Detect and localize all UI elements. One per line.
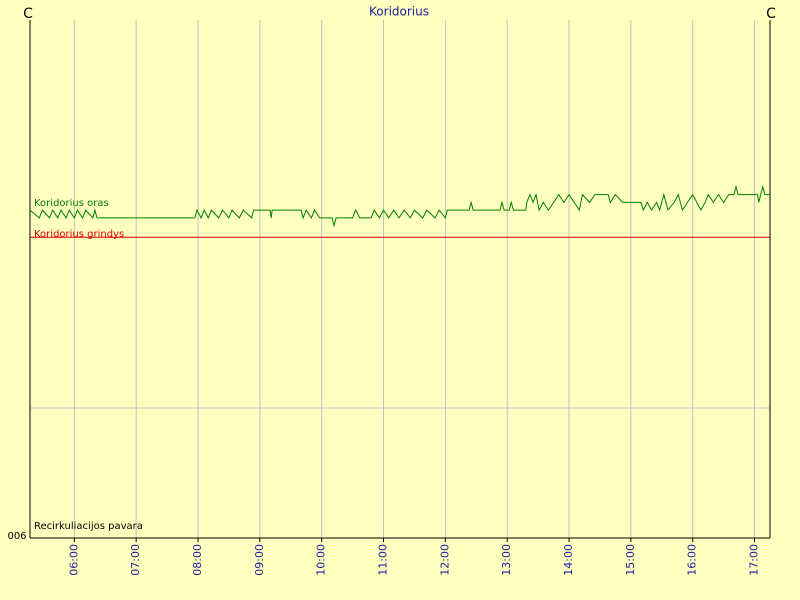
series-line — [29, 184, 770, 228]
x-tick-label: 08:00 — [191, 544, 204, 576]
y-axis-label-right: C — [766, 6, 776, 22]
x-tick-label: 06:00 — [67, 544, 80, 576]
x-tick-label: 17:00 — [748, 544, 761, 576]
y2-axis-label: 006 — [7, 531, 26, 542]
legend-label: Koridorius oras — [34, 198, 109, 209]
legend-label: Recirkuliacijos pavara — [34, 521, 143, 532]
x-tick-label: 14:00 — [562, 544, 575, 576]
x-tick-label: 12:00 — [438, 544, 451, 576]
x-tick-label: 09:00 — [253, 544, 266, 576]
legend-label: Koridorius grindys — [34, 229, 124, 240]
x-tick-label: 10:00 — [315, 544, 328, 576]
y-axis-label: C — [23, 6, 33, 22]
x-tick-label: 11:00 — [377, 544, 390, 576]
x-tick-label: 16:00 — [686, 544, 699, 576]
chart-title: Koridorius — [369, 5, 429, 19]
x-tick-label: 15:00 — [624, 544, 637, 576]
x-tick-label: 13:00 — [500, 544, 513, 576]
x-tick-label: 07:00 — [129, 544, 142, 576]
